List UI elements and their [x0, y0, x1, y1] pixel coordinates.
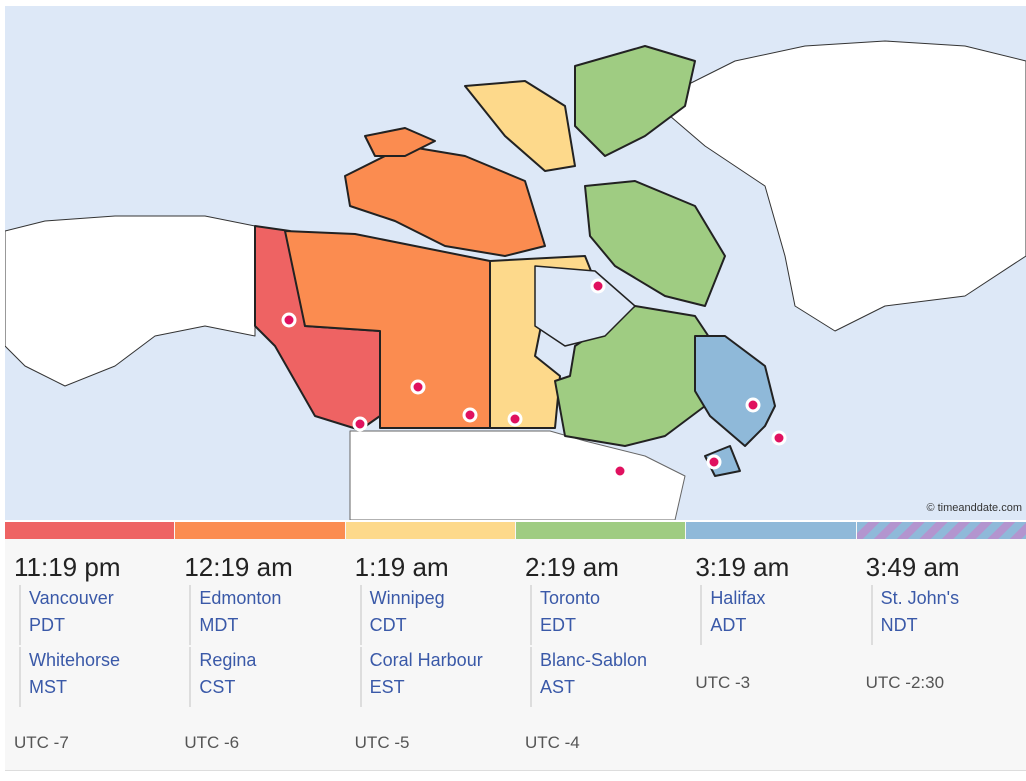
city-group: Coral Harbour EST — [359, 647, 483, 707]
city-group: Edmonton MDT — [189, 585, 281, 645]
city-group: Regina CST — [189, 647, 256, 707]
zone-color-bar — [175, 522, 345, 539]
zone-abbr-link[interactable]: MDT — [199, 615, 239, 635]
city-group: Vancouver PDT — [19, 585, 114, 645]
zone-time: 2:19 am — [524, 552, 619, 582]
city-group: Winnipeg CDT — [359, 585, 445, 645]
zone-color-bar — [686, 522, 856, 539]
zone-time: 12:19 am — [184, 552, 293, 582]
city-group: Blanc-Sablon AST — [529, 647, 648, 707]
zone-time: 11:19 pm — [14, 552, 121, 582]
zone-time: 1:19 am — [354, 552, 449, 582]
city-link[interactable]: Halifax — [710, 588, 766, 608]
city-group: Whitehorse MST — [19, 647, 120, 707]
city-group: St. John's NDT — [870, 585, 960, 645]
zone-time: 3:49 am — [865, 552, 960, 582]
zone-abbr-link[interactable]: PDT — [29, 615, 65, 635]
zone-column: 3:19 am Halifax ADT UTC -3 — [686, 522, 856, 770]
zone-abbr-link[interactable]: EST — [369, 677, 405, 697]
utc-offset: UTC -6 — [184, 733, 240, 752]
zone-color-bar — [5, 522, 175, 539]
zone-abbr-link[interactable]: MST — [29, 677, 67, 697]
zone-abbr-link[interactable]: AST — [539, 677, 575, 697]
utc-offset: UTC -4 — [524, 733, 580, 752]
zone-time: 3:19 am — [695, 552, 790, 582]
city-link[interactable]: Winnipeg — [369, 588, 445, 608]
zone-column: 2:19 am Toronto EDT Blanc-Sablon AST UTC -4 — [515, 522, 686, 770]
zone-color-bar — [856, 522, 1026, 539]
city-link[interactable]: Edmonton — [199, 588, 282, 608]
city-link[interactable]: Toronto — [539, 588, 601, 608]
city-link[interactable]: Vancouver — [29, 588, 114, 608]
zone-abbr-link[interactable]: CDT — [369, 615, 407, 635]
time-zone-list: 11:19 pm Vancouver PDT Whitehorse MST UTC -7 1… — [5, 522, 1026, 771]
city-group: Toronto EDT — [529, 585, 601, 645]
zone-abbr-link[interactable]: CST — [199, 677, 236, 697]
map-credit: © timeanddate.com — [926, 502, 1022, 514]
utc-offset: UTC -2:30 — [865, 673, 945, 692]
city-group: Halifax ADT — [700, 585, 765, 645]
zone-abbr-link[interactable]: ADT — [710, 615, 747, 635]
utc-offset: UTC -7 — [14, 733, 69, 752]
zone-color-bar — [345, 522, 515, 539]
zone-column: 12:19 am Edmonton MDT Regina CST UTC -6 — [175, 522, 345, 770]
zone-column: 1:19 am Winnipeg CDT Coral Harbour EST UTC -5 — [345, 522, 515, 770]
utc-offset: UTC -3 — [695, 673, 751, 692]
city-link[interactable]: Whitehorse — [29, 650, 121, 670]
city-link[interactable]: Coral Harbour — [369, 650, 483, 670]
zone-color-bar — [515, 522, 686, 539]
zone-abbr-link[interactable]: EDT — [539, 615, 576, 635]
city-link[interactable]: Blanc-Sablon — [539, 650, 648, 670]
zone-column: 3:49 am St. John's NDT UTC -2:30 — [856, 522, 1026, 770]
zone-abbr-link[interactable]: NDT — [880, 615, 918, 635]
zone-column: 11:19 pm Vancouver PDT Whitehorse MST UTC -7 — [5, 522, 175, 770]
city-link[interactable]: St. John's — [880, 588, 960, 608]
map: © timeanddate.com — [5, 6, 1026, 520]
utc-offset: UTC -5 — [354, 733, 410, 752]
city-link[interactable]: Regina — [199, 650, 257, 670]
